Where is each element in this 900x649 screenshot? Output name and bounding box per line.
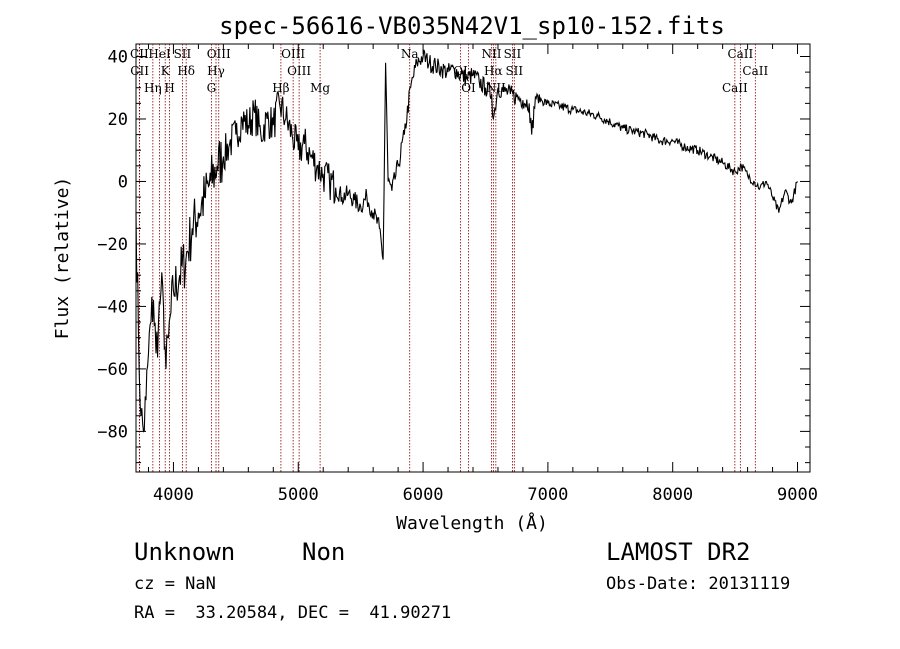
marker-label-hδ: Hδ — [177, 64, 195, 78]
marker-label-na: Na — [401, 47, 419, 61]
survey-label: LAMOST DR2 — [606, 538, 751, 566]
marker-label-hβ: Hβ — [272, 81, 289, 95]
x-axis-label: Wavelength (Å) — [396, 512, 548, 534]
marker-label-h: H — [164, 81, 174, 95]
x-tick-label: 9000 — [777, 485, 818, 505]
marker-label-hei: HeI — [148, 47, 171, 61]
marker-label-oiii: OIII — [207, 47, 231, 61]
axis-ticks: 4000 5000 6000 7000 8000 9000 −80 −60 −40 −20 0 20 4… — [97, 44, 818, 505]
marker-label-cii: CII — [130, 64, 149, 78]
subclass-label: Non — [302, 538, 346, 566]
marker-label-sii: SII — [174, 47, 192, 61]
y-tick-label: −60 — [97, 360, 128, 380]
x-tick-label: 4000 — [153, 485, 194, 505]
x-tick-label: 8000 — [652, 485, 693, 505]
chart-title: spec-56616-VB035N42V1_sp10-152.fits — [219, 12, 725, 40]
marker-label-mg: Mg — [310, 81, 330, 95]
class-label: Unknown — [134, 538, 236, 566]
marker-label-k: K — [161, 64, 171, 78]
marker-label-sii: SII — [504, 47, 522, 61]
y-tick-label: −40 — [97, 297, 128, 317]
y-tick-label: 40 — [108, 47, 128, 67]
marker-label-caii: CaII — [722, 81, 748, 95]
marker-label-caii: CaII — [727, 47, 753, 61]
line-markers — [138, 44, 756, 472]
marker-label-oiii: OIII — [281, 47, 305, 61]
x-tick-label: 5000 — [278, 485, 319, 505]
marker-label-g: G — [207, 81, 217, 95]
marker-label-hη: Hη — [144, 81, 162, 95]
redshift-label: cz = NaN — [134, 574, 216, 594]
plot-frame — [135, 43, 811, 473]
obs-date-label: Obs-Date: 20131119 — [606, 574, 791, 594]
marker-label-nii: NII — [481, 47, 501, 61]
y-tick-label: −20 — [97, 235, 128, 255]
marker-label-hγ: Hγ — [207, 64, 225, 78]
y-tick-label: 0 — [118, 172, 128, 192]
series-line — [135, 49, 798, 433]
marker-label-oiii: OIII — [287, 64, 311, 78]
y-axis-label: Flux (relative) — [52, 177, 73, 340]
marker-label-sii: SII — [505, 64, 523, 78]
x-tick-label: 6000 — [403, 485, 444, 505]
marker-label-hα: Hα — [484, 64, 503, 78]
marker-label-oi: OI — [461, 81, 476, 95]
y-tick-label: −80 — [97, 422, 128, 442]
marker-label-caii: CaII — [742, 64, 768, 78]
x-tick-label: 7000 — [527, 485, 568, 505]
y-tick-label: 20 — [108, 110, 128, 130]
marker-label-cii: CII — [130, 47, 149, 61]
coords-label: RA = 33.20584, DEC = 41.90271 — [134, 603, 452, 623]
